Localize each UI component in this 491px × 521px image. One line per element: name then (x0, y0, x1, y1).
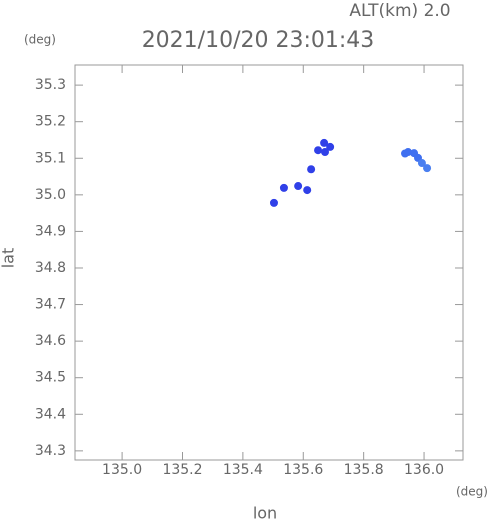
y-tick-label: 34.4 (35, 406, 66, 422)
echo-point (269, 198, 278, 207)
plot-frame (74, 64, 464, 461)
x-tick-label: 135.8 (344, 462, 384, 478)
echo-point (279, 183, 288, 192)
y-axis-label: lat (0, 248, 18, 269)
x-tick-label: 135.6 (283, 462, 323, 478)
echo-point (294, 182, 303, 191)
echo-point (401, 149, 410, 158)
x-tick-label: 135.2 (162, 462, 202, 478)
echo-point (326, 142, 335, 151)
y-unit: (deg) (24, 33, 56, 47)
y-tick-label: 34.8 (35, 260, 66, 276)
y-tick-label: 34.7 (35, 297, 66, 313)
echo-point (417, 159, 426, 168)
y-tick-label: 34.6 (35, 333, 66, 349)
y-tick-label: 35.1 (35, 150, 66, 166)
echo-point (423, 164, 432, 173)
y-tick-label: 34.5 (35, 370, 66, 386)
echo-point (314, 146, 323, 155)
y-tick-label: 35.0 (35, 187, 66, 203)
x-unit: (deg) (456, 485, 488, 499)
echo-point (320, 138, 329, 147)
y-tick-label: 35.2 (35, 114, 66, 130)
y-tick-label: 34.9 (35, 223, 66, 239)
echo-point (303, 186, 312, 195)
y-tick-label: 34.3 (35, 443, 66, 459)
echo-point (307, 165, 316, 174)
x-tick-label: 136.0 (404, 462, 444, 478)
x-tick-label: 135.4 (223, 462, 263, 478)
y-tick-label: 35.3 (35, 77, 66, 93)
echo-point (321, 148, 330, 157)
x-tick-label: 135.0 (102, 462, 142, 478)
subtitle: ALT(km) 2.0 (349, 1, 450, 21)
x-axis-label: lon (253, 504, 277, 521)
chart-title: 2021/10/20 23:01:43 (142, 28, 375, 53)
